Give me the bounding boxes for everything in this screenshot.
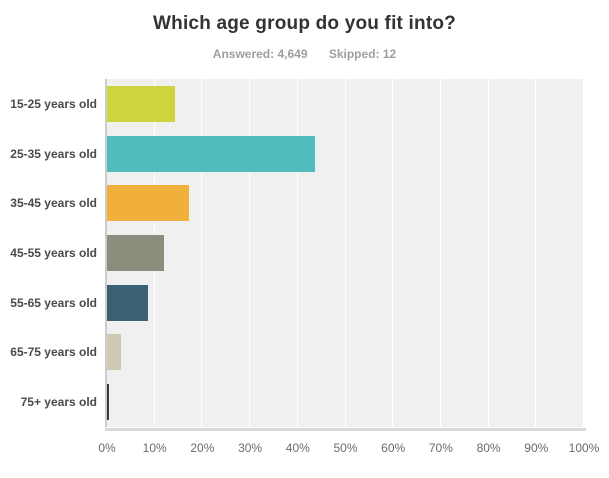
x-axis-tick-label: 70% <box>428 441 453 455</box>
gridline <box>439 79 441 427</box>
x-axis-tick-label: 80% <box>476 441 501 455</box>
x-axis-tick-label: 0% <box>98 441 116 455</box>
gridline <box>201 79 203 427</box>
y-axis-label: 15-25 years old <box>10 96 97 111</box>
gridline <box>296 79 298 427</box>
y-axis: 15-25 years old 25-35 years old 35-45 year… <box>0 79 97 427</box>
x-axis-tick-label: 100% <box>568 441 600 455</box>
x-axis-tick-label: 90% <box>524 441 549 455</box>
page-title: Which age group do you fit into? <box>153 13 456 34</box>
bar <box>107 235 165 271</box>
y-axis-label: 55-65 years old <box>10 295 97 310</box>
gridline <box>249 79 251 427</box>
bar <box>107 334 122 370</box>
bar <box>107 86 176 122</box>
gridline <box>583 79 584 427</box>
axis-baseline-shadow <box>105 428 586 431</box>
x-axis-tick-label: 50% <box>333 441 358 455</box>
bar <box>107 384 110 420</box>
y-axis-label: 35-45 years old <box>10 196 97 211</box>
gridline <box>344 79 346 427</box>
x-axis: 0% 10% 20% 30% 40% 50% 60% 70% 80% 90% 100% <box>98 441 599 457</box>
gridline <box>535 79 537 427</box>
gridline <box>392 79 394 427</box>
x-axis-tick-label: 20% <box>190 441 215 455</box>
x-axis-tick-label: 60% <box>381 441 406 455</box>
gridline <box>487 79 489 427</box>
bar <box>107 136 316 172</box>
x-axis-tick-label: 40% <box>285 441 310 455</box>
x-axis-tick-label: 10% <box>142 441 167 455</box>
y-axis-label: 25-35 years old <box>10 146 97 161</box>
x-axis-tick-label: 30% <box>238 441 263 455</box>
answered-count: Answered: 4,649 <box>212 47 308 61</box>
y-axis-label: 65-75 years old <box>10 345 97 360</box>
skipped-count: Skipped: 12 <box>328 47 397 61</box>
response-stats: Answered: 4,649 Skipped: 12 <box>0 47 609 61</box>
bar <box>107 185 190 221</box>
bar <box>107 285 149 321</box>
y-axis-label: 45-55 years old <box>10 246 97 261</box>
y-axis-label: 75+ years old <box>20 395 97 410</box>
plot-area <box>105 79 584 427</box>
